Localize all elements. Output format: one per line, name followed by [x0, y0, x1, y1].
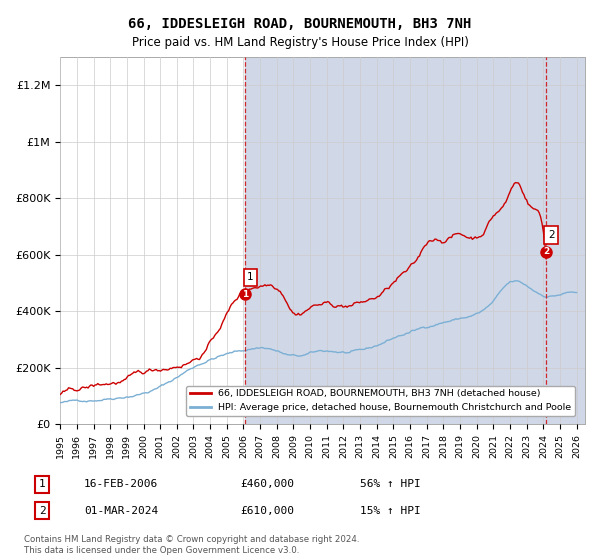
Text: Price paid vs. HM Land Registry's House Price Index (HPI): Price paid vs. HM Land Registry's House …: [131, 36, 469, 49]
Text: 2: 2: [548, 230, 554, 240]
Text: 2: 2: [543, 248, 550, 256]
Text: £460,000: £460,000: [240, 479, 294, 489]
Text: £610,000: £610,000: [240, 506, 294, 516]
Text: 1: 1: [242, 290, 248, 299]
Bar: [245, 57, 585, 424]
Text: 2: 2: [38, 506, 46, 516]
Text: 15% ↑ HPI: 15% ↑ HPI: [360, 506, 421, 516]
Text: 1: 1: [247, 272, 254, 282]
Text: 1: 1: [38, 479, 46, 489]
Text: 01-MAR-2024: 01-MAR-2024: [84, 506, 158, 516]
Text: 56% ↑ HPI: 56% ↑ HPI: [360, 479, 421, 489]
Text: Contains HM Land Registry data © Crown copyright and database right 2024.: Contains HM Land Registry data © Crown c…: [24, 534, 359, 544]
Text: 66, IDDESLEIGH ROAD, BOURNEMOUTH, BH3 7NH: 66, IDDESLEIGH ROAD, BOURNEMOUTH, BH3 7N…: [128, 17, 472, 31]
Text: This data is licensed under the Open Government Licence v3.0.: This data is licensed under the Open Gov…: [24, 547, 299, 556]
Text: 16-FEB-2006: 16-FEB-2006: [84, 479, 158, 489]
Legend: 66, IDDESLEIGH ROAD, BOURNEMOUTH, BH3 7NH (detached house), HPI: Average price, : 66, IDDESLEIGH ROAD, BOURNEMOUTH, BH3 7N…: [186, 386, 575, 416]
